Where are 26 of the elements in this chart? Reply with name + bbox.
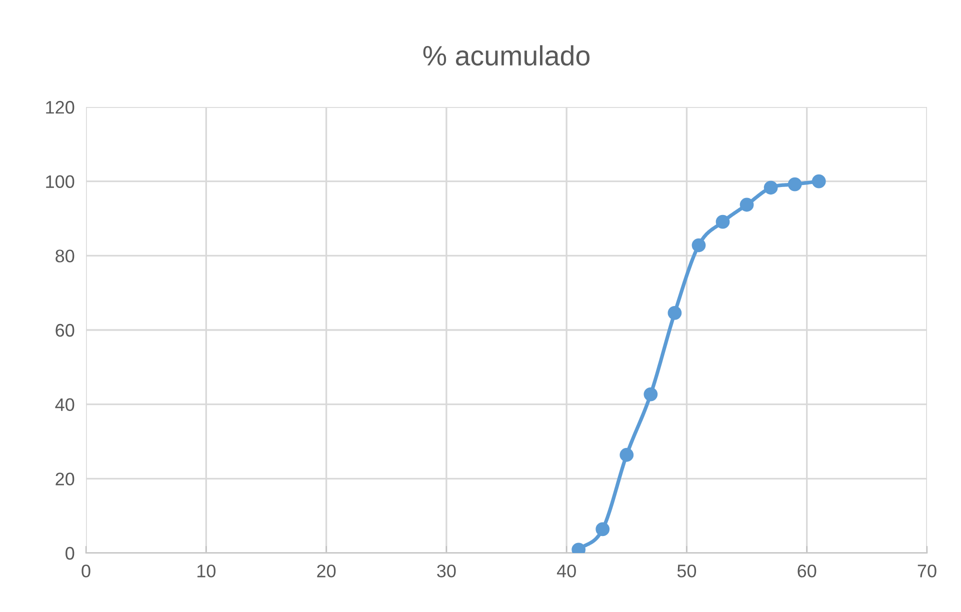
y-tick-label: 120 [46, 100, 74, 114]
point [740, 198, 754, 212]
point [764, 180, 778, 195]
point [812, 174, 826, 188]
y-tick-label: 60 [56, 324, 74, 337]
x-tick-label: 30 [437, 564, 456, 578]
x-tick-label: 60 [798, 564, 816, 578]
point [716, 214, 730, 229]
x-tick-label: 10 [197, 564, 216, 578]
point [668, 306, 682, 320]
x-tick-label: 70 [918, 564, 936, 578]
point [620, 448, 634, 462]
point [692, 238, 706, 252]
y-tick-label: 80 [56, 250, 74, 262]
point [644, 387, 658, 402]
point [596, 522, 610, 536]
y-tick-label: 40 [55, 398, 74, 412]
x-tick-label: 50 [677, 564, 696, 578]
x-tick-label: 40 [556, 564, 576, 578]
x-tick-label: 0 [82, 564, 90, 578]
point [788, 177, 802, 192]
x-tick-label: 20 [317, 564, 336, 578]
y-tick-label: 0 [66, 546, 74, 560]
y-tick-label: 100 [46, 175, 74, 188]
y-tick-label: 20 [56, 472, 74, 486]
chart-title: % acumulado [423, 45, 590, 66]
